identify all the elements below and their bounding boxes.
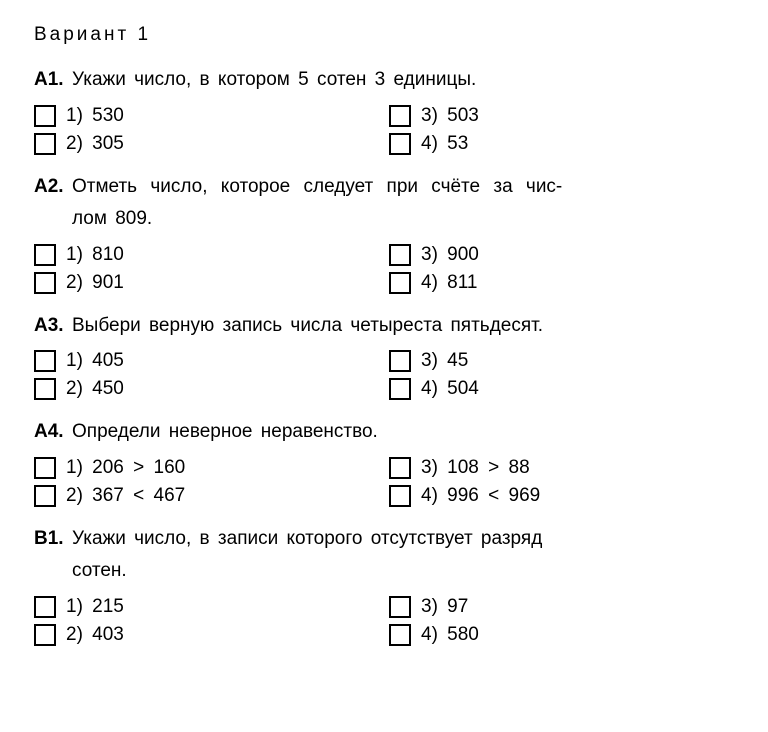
option-label: 2) 901 (66, 272, 124, 294)
checkbox[interactable] (34, 105, 56, 127)
checkbox[interactable] (389, 485, 411, 507)
option-label: 4) 996 < 969 (421, 485, 540, 507)
option: 2) 403 (34, 624, 379, 646)
option: 4) 580 (389, 624, 734, 646)
variant-title: Вариант 1 (34, 24, 734, 46)
options-grid: 1) 206 > 160 3) 108 > 88 2) 367 < 467 4) 99… (34, 457, 734, 507)
checkbox[interactable] (389, 457, 411, 479)
option-label: 3) 97 (421, 596, 468, 618)
option: 3) 108 > 88 (389, 457, 734, 479)
option-label: 2) 367 < 467 (66, 485, 185, 507)
option: 1) 215 (34, 596, 379, 618)
option: 2) 450 (34, 378, 379, 400)
options-grid: 1) 810 3) 900 2) 901 4) 811 (34, 244, 734, 294)
question-block: А2.Отметь число, которое следует при счё… (34, 173, 734, 294)
option: 3) 45 (389, 350, 734, 372)
checkbox[interactable] (389, 105, 411, 127)
questions-container: А1.Укажи число, в котором 5 сотен 3 един… (34, 66, 734, 646)
question-block: А3.Выбери верную запись числа четыреста … (34, 312, 734, 401)
option: 3) 503 (389, 105, 734, 127)
option: 1) 530 (34, 105, 379, 127)
question-text: А4.Определи неверное неравенство. (34, 418, 734, 447)
question-number: В1. (34, 525, 72, 554)
option: 4) 811 (389, 272, 734, 294)
option-label: 2) 305 (66, 133, 124, 155)
checkbox[interactable] (34, 485, 56, 507)
checkbox[interactable] (389, 596, 411, 618)
checkbox[interactable] (389, 133, 411, 155)
option-label: 1) 810 (66, 244, 124, 266)
option: 1) 405 (34, 350, 379, 372)
option-label: 3) 108 > 88 (421, 457, 530, 479)
question-text: А3.Выбери верную запись числа четыреста … (34, 312, 734, 341)
option-label: 1) 215 (66, 596, 124, 618)
question-block: А1.Укажи число, в котором 5 сотен 3 един… (34, 66, 734, 155)
checkbox[interactable] (34, 457, 56, 479)
checkbox[interactable] (34, 378, 56, 400)
option: 3) 97 (389, 596, 734, 618)
option: 4) 53 (389, 133, 734, 155)
option: 4) 996 < 969 (389, 485, 734, 507)
checkbox[interactable] (389, 378, 411, 400)
options-grid: 1) 215 3) 97 2) 403 4) 580 (34, 596, 734, 646)
option: 2) 367 < 467 (34, 485, 379, 507)
option-label: 4) 504 (421, 378, 479, 400)
option: 2) 901 (34, 272, 379, 294)
question-body: Укажи число, в записи которого отсутству… (72, 525, 734, 554)
checkbox[interactable] (34, 624, 56, 646)
checkbox[interactable] (34, 272, 56, 294)
checkbox[interactable] (389, 244, 411, 266)
question-body: Определи неверное неравенство. (72, 418, 734, 447)
question-block: А4.Определи неверное неравенство. 1) 206 … (34, 418, 734, 507)
options-grid: 1) 405 3) 45 2) 450 4) 504 (34, 350, 734, 400)
option-label: 1) 206 > 160 (66, 457, 185, 479)
question-text: А2.Отметь число, которое следует при счё… (34, 173, 734, 202)
question-body-continuation: сотен. (34, 557, 734, 586)
checkbox[interactable] (34, 244, 56, 266)
checkbox[interactable] (389, 272, 411, 294)
question-text: А1.Укажи число, в котором 5 сотен 3 един… (34, 66, 734, 95)
checkbox[interactable] (34, 350, 56, 372)
option-label: 2) 403 (66, 624, 124, 646)
question-number: А1. (34, 66, 72, 95)
question-body: Выбери верную запись числа четыреста пят… (72, 312, 734, 341)
checkbox[interactable] (34, 596, 56, 618)
option-label: 3) 503 (421, 105, 479, 127)
option: 3) 900 (389, 244, 734, 266)
question-number: А4. (34, 418, 72, 447)
option: 2) 305 (34, 133, 379, 155)
question-number: А2. (34, 173, 72, 202)
option-label: 3) 900 (421, 244, 479, 266)
checkbox[interactable] (389, 350, 411, 372)
option: 4) 504 (389, 378, 734, 400)
option-label: 3) 45 (421, 350, 468, 372)
option-label: 1) 405 (66, 350, 124, 372)
checkbox[interactable] (389, 624, 411, 646)
option-label: 4) 811 (421, 272, 477, 294)
option: 1) 810 (34, 244, 379, 266)
question-text: В1.Укажи число, в записи которого отсутс… (34, 525, 734, 554)
option-label: 4) 580 (421, 624, 479, 646)
question-block: В1.Укажи число, в записи которого отсутс… (34, 525, 734, 646)
question-body: Укажи число, в котором 5 сотен 3 единицы… (72, 66, 734, 95)
checkbox[interactable] (34, 133, 56, 155)
option-label: 4) 53 (421, 133, 468, 155)
options-grid: 1) 530 3) 503 2) 305 4) 53 (34, 105, 734, 155)
question-number: А3. (34, 312, 72, 341)
option-label: 1) 530 (66, 105, 124, 127)
option-label: 2) 450 (66, 378, 124, 400)
question-body-continuation: лом 809. (34, 205, 734, 234)
question-body: Отметь число, которое следует при счёте … (72, 173, 734, 202)
option: 1) 206 > 160 (34, 457, 379, 479)
